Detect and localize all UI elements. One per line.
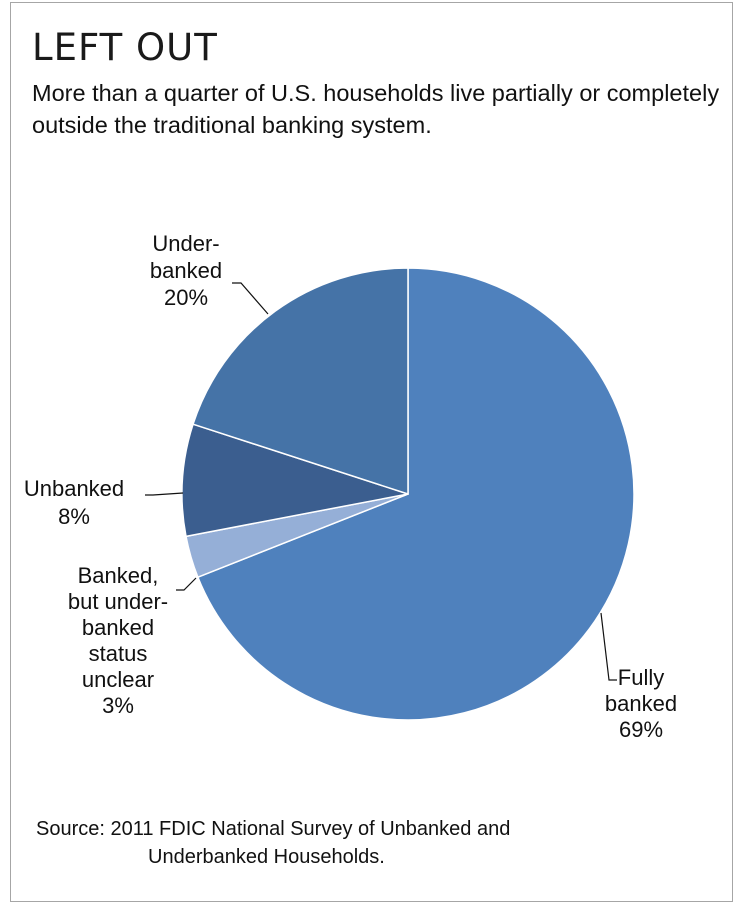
source-line-1: Source: 2011 FDIC National Survey of Unb… — [36, 818, 511, 840]
slice-label-line: banked — [150, 258, 222, 283]
leader-line-2 — [145, 492, 184, 496]
slice-label-line: Fully — [618, 665, 664, 690]
pie-chart: Fully banked 69%Banked, but under-banked sta… — [24, 231, 677, 742]
pie-slice-3 — [192, 267, 409, 496]
leader-line-3 — [232, 282, 269, 315]
pie-slice-2 — [181, 423, 409, 538]
slice-label-line: 3% — [102, 693, 134, 718]
slice-label-line: 69% — [619, 717, 663, 742]
slice-label-0: Fully banked 69% — [605, 665, 677, 742]
slice-label-line: Under- — [152, 231, 219, 256]
slice-label-line: but under- — [68, 589, 168, 614]
slice-label-2: Unbanked 8% — [24, 476, 124, 529]
slice-label-line: 20% — [164, 285, 208, 310]
source-note: Source: 2011 FDIC National Survey of Unb… — [36, 815, 510, 871]
slice-label-line: banked — [605, 691, 677, 716]
slice-label-line: status — [89, 641, 148, 666]
slice-label-line: Unbanked — [24, 476, 124, 501]
chart-title: LEFT OUT — [32, 26, 218, 69]
slice-label-line: 8% — [58, 504, 90, 529]
chart-subtitle: More than a quarter of U.S. households l… — [32, 80, 720, 138]
leader-line-1 — [176, 577, 197, 591]
slice-label-line: Banked, — [78, 563, 159, 588]
pie-slice-0 — [196, 267, 635, 721]
leader-line-0 — [600, 612, 617, 681]
slice-label-1: Banked, but under-banked status unclear 3% — [68, 563, 168, 718]
source-line-2: Underbanked Households. — [148, 846, 385, 868]
slice-label-line: banked — [82, 615, 154, 640]
slice-label-3: Under-banked 20% — [150, 231, 222, 310]
slice-label-line: unclear — [82, 667, 154, 692]
